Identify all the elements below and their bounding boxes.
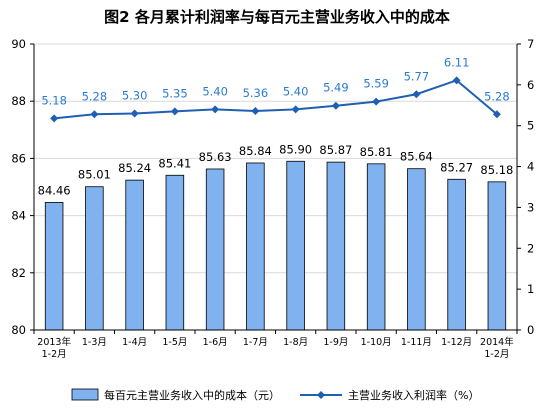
line-point-marker [251, 107, 260, 116]
bar [407, 168, 426, 331]
left-tick-label: 84 [11, 209, 26, 223]
line-value-label: 5.40 [283, 84, 309, 98]
line-point-marker [372, 97, 381, 106]
line-value-label: 5.28 [82, 89, 108, 103]
axes: 80 82 84 86 88 90 0 1 2 3 4 5 6 7 2013年 1-2月 1-3月 1-4月 1-5… [11, 37, 534, 360]
bar-value-label: 85.01 [78, 168, 111, 182]
x-tick-label: 1-12月 [441, 337, 472, 348]
bar [447, 178, 466, 331]
legend-line-marker [317, 391, 325, 399]
legend: 每百元主营业务收入中的成本（元） 主营业务收入利润率（%） [71, 388, 479, 402]
right-tick-label: 7 [527, 37, 534, 51]
left-tick-label: 90 [11, 37, 26, 51]
line-point-marker [291, 105, 300, 114]
legend-bar-swatch [71, 388, 99, 401]
right-tick-label: 6 [527, 78, 534, 92]
bar [487, 181, 507, 331]
line-point-marker [50, 114, 59, 123]
line-value-label: 5.77 [404, 69, 430, 83]
line-point-marker [492, 110, 501, 119]
x-tick-label: 1-5月 [162, 337, 187, 348]
chart-title: 图2 各月累计利润率与每百元主营业务收入中的成本 [104, 8, 450, 26]
bar-value-label: 85.90 [279, 142, 312, 156]
bar [286, 160, 305, 331]
x-tick-label: 2013年 1-2月 [37, 336, 71, 360]
x-tick-label: 1-11月 [401, 337, 432, 348]
line-value-label: 5.28 [484, 89, 510, 103]
x-tick-label: 1-3月 [82, 337, 107, 348]
right-tick-label: 5 [527, 119, 534, 133]
bar-value-label: 85.41 [158, 156, 191, 170]
legend-bar-label: 每百元主营业务收入中的成本（元） [104, 388, 280, 402]
line-value-label: 5.36 [243, 86, 269, 100]
line-series: 5.18 5.28 5.30 5.35 5.40 5.36 5.40 5.49 5.59 5.77… [41, 55, 510, 123]
bar [366, 163, 386, 331]
right-tick-label: 1 [527, 282, 534, 296]
line-value-label: 6.11 [444, 55, 470, 69]
x-tick-label: 1-9月 [323, 337, 348, 348]
line-point-marker [412, 90, 421, 99]
bar-value-label: 85.63 [199, 150, 232, 164]
line-point-marker [170, 107, 179, 116]
line-value-label: 5.35 [162, 86, 188, 100]
right-tick-label: 3 [527, 200, 534, 214]
bar [44, 202, 64, 331]
bar-value-label: 85.27 [440, 160, 473, 174]
bar [165, 174, 185, 331]
line-point-marker [211, 105, 220, 114]
right-tick-label: 2 [527, 241, 534, 255]
line-value-label: 5.49 [323, 81, 349, 95]
bar-value-label: 85.18 [480, 163, 513, 177]
bar [85, 186, 104, 331]
right-tick-label: 0 [527, 323, 534, 337]
line-value-label: 5.18 [41, 93, 67, 107]
x-tick-label: 2014年 1-2月 [480, 336, 514, 360]
bar [205, 168, 225, 331]
bar-series: 84.46 85.01 85.24 85.41 85.63 85.84 85.90 85.87… [38, 142, 513, 331]
bar-value-label: 85.64 [400, 150, 433, 164]
line-point-marker [90, 110, 99, 119]
x-tick-label: 1-8月 [283, 337, 308, 348]
right-tick-label: 4 [527, 160, 534, 174]
bar-value-label: 85.87 [319, 143, 352, 157]
bar [125, 179, 144, 331]
line-point-marker [331, 101, 340, 110]
line-value-label: 5.30 [122, 88, 148, 102]
x-tick-label: 1-4月 [122, 337, 147, 348]
left-tick-label: 80 [11, 323, 26, 337]
bar [326, 161, 346, 331]
gridlines [34, 43, 517, 331]
bar-value-label: 84.46 [38, 183, 71, 197]
left-tick-label: 82 [11, 266, 26, 280]
line-value-label: 5.59 [363, 77, 389, 91]
bar-value-label: 85.84 [239, 144, 272, 158]
x-tick-label: 1-6月 [203, 337, 228, 348]
bar [246, 162, 265, 331]
line-point-marker [452, 76, 461, 85]
line-value-label: 5.40 [202, 84, 228, 98]
left-tick-label: 88 [11, 94, 26, 108]
line-point-marker [130, 109, 139, 118]
bar-value-label: 85.24 [118, 161, 151, 175]
profit-rate-line [54, 79, 498, 120]
x-tick-label: 1-7月 [243, 337, 268, 348]
x-tick-label: 1-10月 [361, 337, 392, 348]
legend-line-label: 主营业务收入利润率（%） [348, 388, 479, 402]
left-tick-label: 86 [11, 151, 26, 165]
bar-value-label: 85.81 [360, 145, 393, 159]
